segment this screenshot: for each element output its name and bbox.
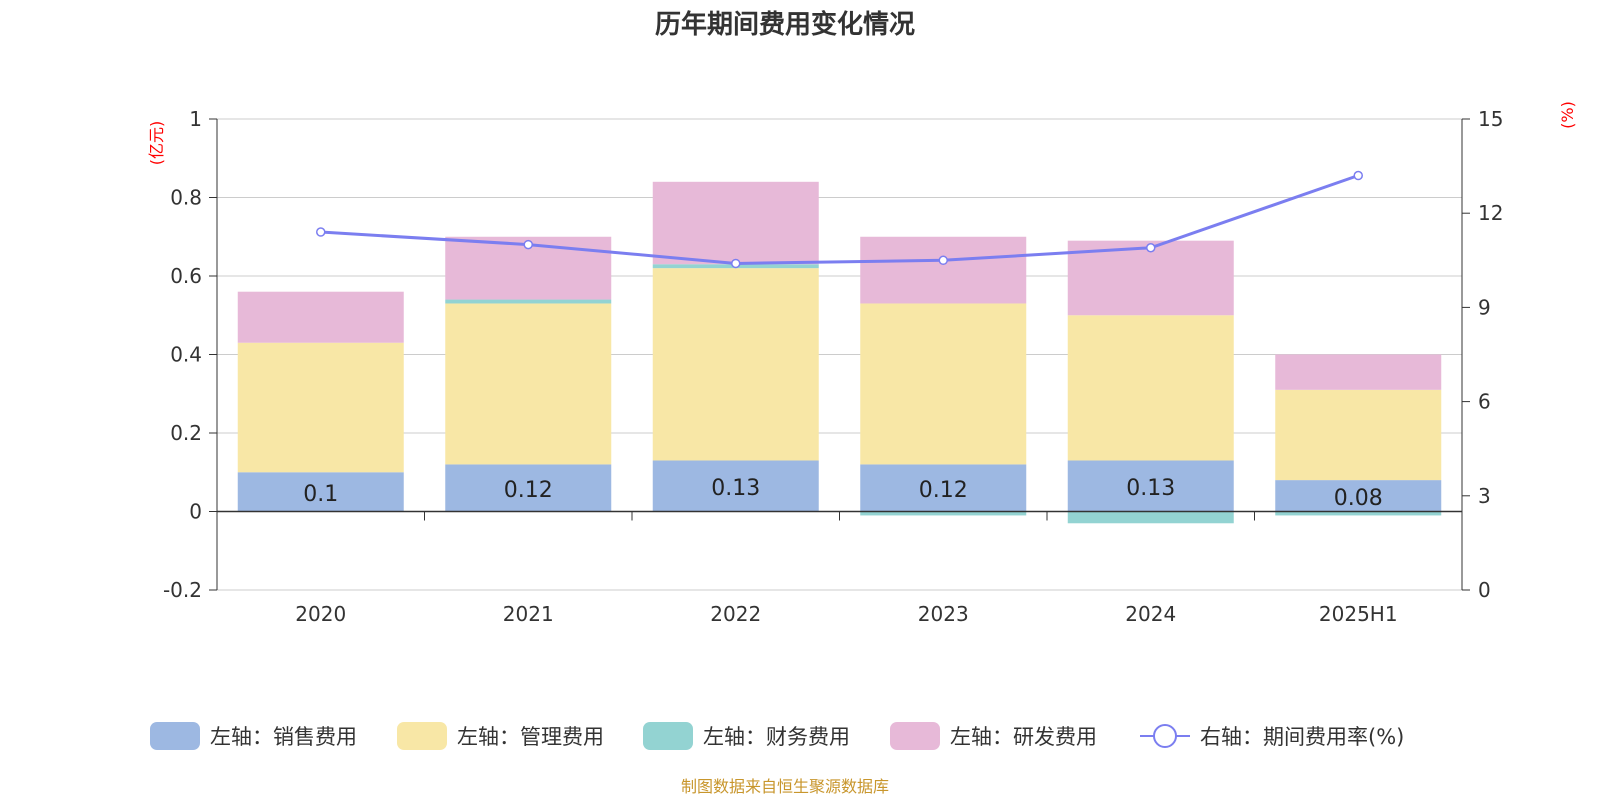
bar-value-label: 0.13 <box>1126 476 1175 501</box>
bar-segment <box>1275 354 1442 390</box>
source-note: 制图数据来自恒生聚源数据库 <box>681 777 889 796</box>
category-label: 2022 <box>710 602 761 626</box>
rate-point <box>523 239 533 250</box>
bar-segment <box>1067 511 1234 524</box>
left-tick-label: 0.2 <box>170 421 202 445</box>
left-tick-label: 1 <box>189 107 202 131</box>
bar-segment <box>860 464 1027 512</box>
right-tick-label: 0 <box>1478 578 1491 602</box>
category-label: 2025H1 <box>1319 602 1398 626</box>
category-label: 2024 <box>1125 602 1176 626</box>
left-tick-label: 0.4 <box>170 343 202 367</box>
legend-swatch <box>643 722 693 750</box>
bar-segment <box>445 464 612 512</box>
right-tick-label: 6 <box>1478 390 1491 414</box>
right-tick-label: 3 <box>1478 484 1491 508</box>
bar-segment <box>445 303 612 465</box>
bar-value-label: 0.13 <box>711 476 760 501</box>
category-label: 2020 <box>295 602 346 626</box>
right-tick-label: 9 <box>1478 295 1491 319</box>
rate-point <box>938 255 948 266</box>
category-label: 2023 <box>918 602 969 626</box>
bar-segment <box>1275 389 1442 481</box>
bar-segment <box>652 181 819 265</box>
bar-value-label: 0.1 <box>303 482 338 507</box>
bar-segment <box>445 299 612 304</box>
left-tick-label: 0.6 <box>170 264 202 288</box>
legend-label: 左轴：销售费用 <box>210 725 357 749</box>
rate-point <box>731 258 741 269</box>
bar-segment <box>237 291 404 343</box>
bar-segment <box>1275 511 1442 516</box>
bar-value-label: 0.12 <box>504 478 553 503</box>
bar-value-label: 0.12 <box>919 478 968 503</box>
axes: -0.2 0 0.2 0.4 0.6 0.8 1 0 3 6 9 12 15 (亿元) (%) 2020 202… <box>147 101 1577 626</box>
right-tick-label: 15 <box>1478 107 1503 131</box>
bar-segment <box>1275 480 1442 512</box>
rate-line-path <box>320 174 1359 265</box>
bars <box>237 181 1442 524</box>
right-tick-label: 12 <box>1478 201 1503 225</box>
rate-point <box>1353 170 1363 181</box>
category-label: 2021 <box>503 602 554 626</box>
bar-segment <box>652 460 819 512</box>
bar-segment <box>1067 315 1234 461</box>
rate-point <box>1146 242 1156 253</box>
legend-label: 左轴：研发费用 <box>950 725 1097 749</box>
bar-segment <box>1067 460 1234 512</box>
bar-segment <box>1067 240 1234 316</box>
legend-swatch <box>890 722 940 750</box>
grid <box>217 118 1462 591</box>
right-axis-unit: (%) <box>1558 101 1577 129</box>
left-tick-label: 0.8 <box>170 186 202 210</box>
legend: 左轴：销售费用 左轴：管理费用 左轴：财务费用 左轴：研发费用 右轴：期间费用率(%) <box>150 722 1404 750</box>
legend-label: 左轴：管理费用 <box>457 725 604 749</box>
legend-marker <box>1153 724 1177 748</box>
legend-swatch <box>150 722 200 750</box>
legend-swatch <box>397 722 447 750</box>
left-tick-label: 0 <box>189 500 202 524</box>
rate-point <box>316 227 326 237</box>
legend-label: 右轴：期间费用率(%) <box>1200 725 1404 749</box>
bar-segment <box>860 236 1027 304</box>
bar-segment <box>652 268 819 461</box>
rate-line <box>316 170 1363 269</box>
bar-segment <box>860 303 1027 465</box>
bar-segment <box>237 342 404 473</box>
left-tick-label: -0.2 <box>163 578 202 602</box>
bar-value-label: 0.08 <box>1334 486 1383 511</box>
bar-segment <box>237 472 404 512</box>
legend-label: 左轴：财务费用 <box>703 725 850 749</box>
bar-labels: 0.1 0.12 0.13 0.12 0.13 0.08 <box>303 476 1382 511</box>
chart-title: 历年期间费用变化情况 <box>655 9 915 40</box>
bar-segment <box>860 511 1027 516</box>
left-axis-unit: (亿元) <box>147 121 166 166</box>
